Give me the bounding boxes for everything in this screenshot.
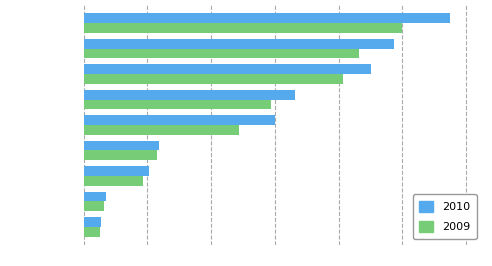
Bar: [84, 125, 239, 135]
Bar: [84, 74, 343, 84]
Bar: [84, 217, 101, 227]
Bar: [84, 166, 149, 176]
Bar: [84, 227, 99, 236]
Bar: [84, 99, 271, 109]
Bar: [84, 64, 370, 74]
Legend: 2010, 2009: 2010, 2009: [413, 194, 477, 239]
Bar: [84, 49, 359, 58]
Bar: [84, 90, 295, 99]
Bar: [84, 115, 275, 125]
Bar: [84, 23, 402, 33]
Bar: [84, 192, 106, 201]
Bar: [84, 39, 395, 49]
Bar: [84, 201, 104, 211]
Bar: [84, 151, 157, 160]
Bar: [84, 176, 144, 186]
Bar: [84, 14, 450, 23]
Bar: [84, 141, 159, 151]
